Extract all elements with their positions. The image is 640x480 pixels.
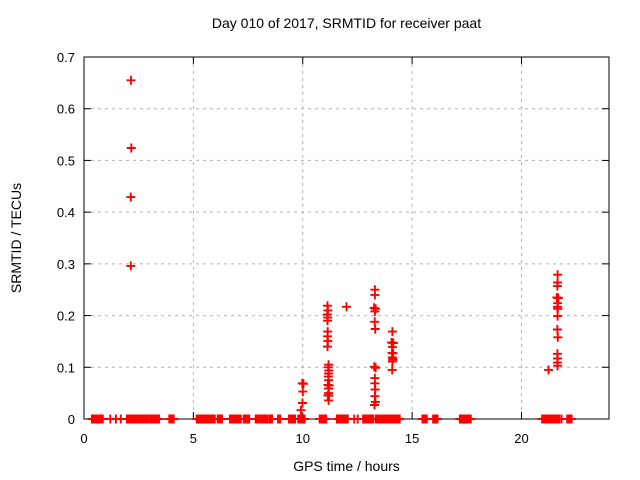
y-tick-label: 0.3: [57, 257, 75, 272]
chart-title: Day 010 of 2017, SRMTID for receiver paa…: [211, 15, 482, 31]
y-tick-label: 0: [68, 412, 75, 427]
data-points: [87, 75, 577, 424]
y-tick-label: 0.7: [57, 50, 75, 65]
x-tick-label: 10: [296, 431, 310, 446]
y-tick-label: 0.6: [57, 102, 75, 117]
x-tick-label: 5: [190, 431, 197, 446]
y-tick-label: 0.4: [57, 205, 75, 220]
y-tick-label: 0.5: [57, 153, 75, 168]
y-tick-label: 0.2: [57, 309, 75, 324]
plot-border: [83, 56, 610, 420]
y-tick-label: 0.1: [57, 360, 75, 375]
x-axis-label: GPS time / hours: [293, 458, 400, 474]
x-tick-label: 20: [514, 431, 528, 446]
x-tick-label: 15: [405, 431, 419, 446]
y-axis-label: SRMTID / TECUs: [8, 182, 24, 294]
x-tick-label: 0: [80, 431, 87, 446]
